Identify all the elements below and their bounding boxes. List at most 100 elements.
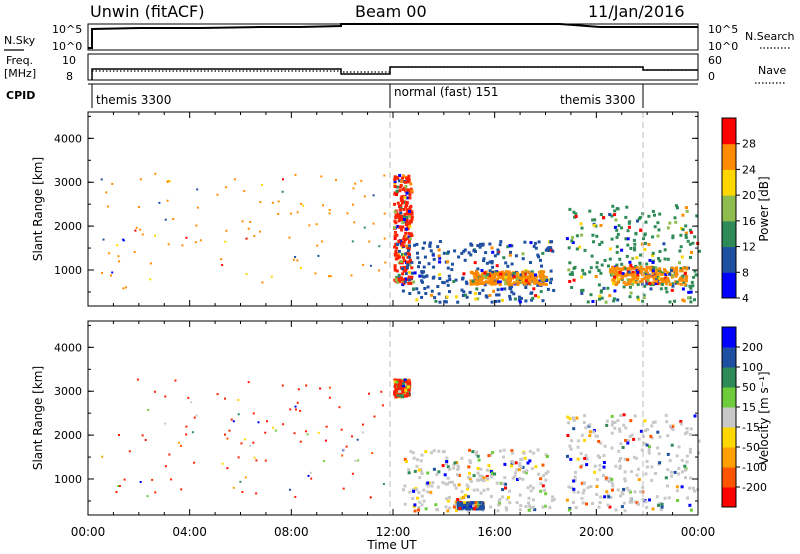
- scatter-cell: [656, 234, 660, 238]
- scatter-cell: [521, 477, 525, 481]
- scatter-cell: [635, 473, 639, 477]
- scatter-cell: [368, 240, 371, 243]
- cpid-segment-3: themis 3300: [560, 93, 635, 107]
- scatter-cell: [657, 462, 661, 466]
- scatter-cell: [404, 269, 408, 273]
- scatter-cell: [401, 221, 405, 225]
- scatter-cell: [463, 493, 467, 497]
- scatter-cell: [619, 273, 623, 277]
- scatter-cell: [442, 251, 446, 255]
- scatter-cell: [456, 464, 460, 468]
- scatter-cell: [645, 273, 649, 276]
- scatter-cell: [680, 470, 684, 474]
- scatter-cell: [352, 187, 355, 190]
- scatter-cell: [490, 246, 494, 250]
- scatter-cell: [531, 498, 535, 502]
- scatter-cell: [478, 291, 482, 295]
- colorbar-tick-label: 15: [742, 401, 756, 414]
- scatter-cell: [578, 245, 582, 249]
- scatter-cell: [674, 204, 678, 208]
- scatter-cell: [486, 280, 490, 284]
- scatter-cell: [194, 241, 197, 244]
- scatter-cell: [675, 266, 678, 270]
- scatter-cell: [478, 276, 482, 280]
- scatter-cell: [615, 263, 619, 267]
- scatter-cell: [399, 185, 402, 189]
- scatter-cell: [476, 502, 480, 506]
- scatter-cell: [482, 479, 486, 483]
- scatter-cell: [664, 280, 668, 284]
- scatter-cell: [524, 471, 528, 475]
- scatter-cell: [575, 247, 579, 251]
- scatter-cell: [403, 196, 407, 199]
- scatter-cell: [216, 193, 219, 196]
- scatter-cell: [599, 441, 603, 445]
- scatter-cell: [299, 409, 302, 412]
- scatter-cell: [135, 226, 138, 229]
- scatter-cell: [424, 450, 428, 454]
- scatter-cell: [479, 467, 483, 471]
- scatter-cell: [507, 283, 511, 287]
- scatter-cell: [401, 272, 405, 276]
- scatter-cell: [642, 293, 646, 297]
- scatter-cell: [683, 283, 687, 287]
- scatter-cell: [448, 480, 452, 484]
- scatter-cell: [398, 382, 402, 386]
- scatter-cell: [446, 266, 450, 270]
- scatter-cell: [481, 272, 485, 276]
- scatter-cell: [627, 221, 631, 225]
- scatter-cell: [568, 207, 572, 211]
- scatter-cell: [293, 432, 296, 435]
- scatter-cell: [666, 271, 670, 275]
- scatter-cell: [654, 266, 658, 270]
- scatter-cell: [584, 426, 588, 430]
- scatter-cell: [476, 272, 480, 276]
- scatter-cell: [322, 204, 324, 207]
- scatter-cell: [476, 467, 480, 470]
- scatter-cell: [634, 265, 638, 268]
- scatter-cell: [513, 474, 517, 478]
- scatter-cell: [483, 283, 487, 287]
- scatter-cell: [675, 280, 679, 284]
- scatter-cell: [574, 470, 577, 474]
- scatter-cell: [684, 278, 688, 282]
- scatter-cell: [685, 460, 689, 464]
- scatter-cell: [532, 287, 536, 291]
- scatter-cell: [216, 393, 219, 396]
- scatter-cell: [400, 176, 404, 180]
- scatter-cell: [404, 388, 408, 392]
- scatter-cell: [596, 454, 600, 458]
- scatter-cell: [408, 292, 412, 295]
- scatter-cell: [398, 189, 402, 193]
- scatter-cell: [407, 246, 411, 250]
- scatter-cell: [409, 182, 413, 186]
- scatter-cell: [437, 470, 441, 474]
- scatter-cell: [537, 295, 540, 299]
- scatter-cell: [692, 275, 696, 279]
- scatter-cell: [460, 496, 464, 500]
- scatter-cell: [510, 449, 514, 453]
- scatter-cell: [528, 280, 532, 284]
- scatter-cell: [441, 280, 445, 284]
- scatter-cell: [394, 221, 398, 225]
- scatter-cell: [636, 295, 640, 299]
- scatter-cell: [476, 488, 480, 492]
- scatter-cell: [574, 212, 578, 216]
- radar-title: Unwin (fitACF): [90, 2, 204, 21]
- scatter-cell: [602, 454, 606, 457]
- scatter-cell: [457, 483, 461, 487]
- scatter-cell: [617, 224, 621, 228]
- scatter-cell: [516, 478, 519, 481]
- scatter-cell: [687, 266, 690, 270]
- scatter-cell: [580, 496, 584, 500]
- scatter-cell: [652, 277, 656, 281]
- scatter-cell: [634, 280, 638, 284]
- scatter-cell: [586, 486, 590, 490]
- scatter-cell: [689, 427, 693, 431]
- nave-line: [92, 66, 698, 73]
- scatter-cell: [495, 264, 499, 268]
- colorbar-tick-label: 4: [742, 292, 749, 305]
- scatter-cell: [523, 456, 527, 460]
- scatter-cell: [496, 277, 499, 281]
- scatter-cell: [550, 240, 554, 244]
